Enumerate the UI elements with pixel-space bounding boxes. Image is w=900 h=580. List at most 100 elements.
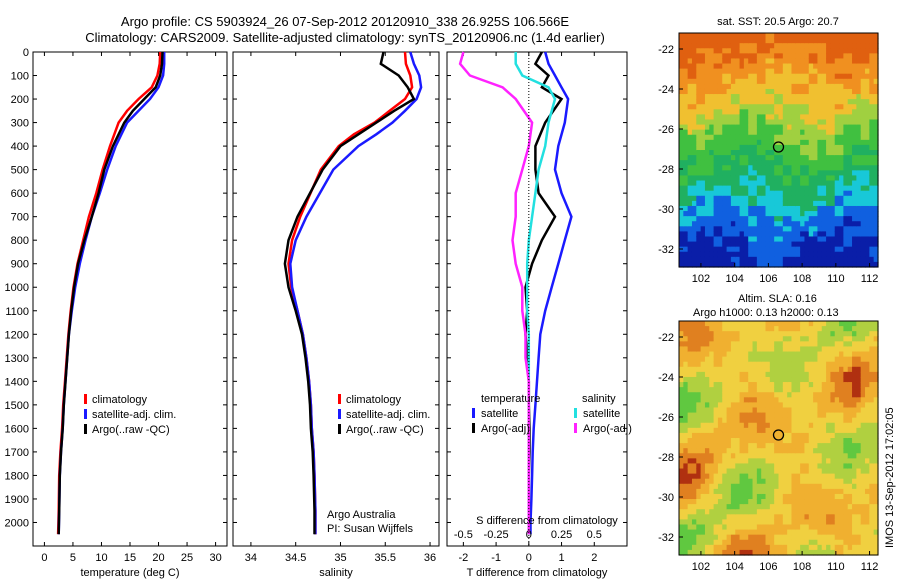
map-cell — [821, 205, 827, 212]
map-cell — [817, 514, 823, 520]
map-cell — [821, 346, 827, 353]
map-cell — [843, 68, 849, 75]
map-y-tick-label: -32 — [658, 244, 674, 256]
map-cell — [795, 321, 801, 327]
map-cell — [704, 351, 710, 358]
map-cell — [739, 211, 745, 217]
map-cell — [787, 488, 793, 495]
map-cell — [821, 412, 827, 419]
map-cell — [739, 387, 745, 393]
map-cell — [839, 422, 844, 429]
map-cell — [782, 529, 788, 536]
map-cell — [843, 155, 849, 161]
map-cell — [683, 509, 689, 515]
map-cell — [752, 519, 758, 526]
map-cell — [722, 331, 728, 337]
map-cell — [834, 33, 840, 39]
map-cell — [739, 321, 745, 327]
map-cell — [860, 519, 866, 526]
y-tick-label: 800 — [11, 235, 29, 247]
map-cell — [717, 387, 723, 393]
map-cell — [860, 231, 866, 238]
map-cell — [817, 231, 823, 238]
map-cell — [826, 160, 832, 166]
map-cell — [726, 483, 732, 490]
map-cell — [804, 483, 810, 490]
map-cell — [860, 534, 866, 541]
map-cell — [787, 493, 793, 500]
map-cell — [787, 412, 793, 419]
map-cell — [700, 165, 706, 171]
map-cell — [782, 256, 788, 263]
map-cell — [873, 432, 879, 439]
map-cell — [821, 73, 827, 80]
map-cell — [782, 499, 788, 505]
map-cell — [782, 134, 788, 141]
map-cell — [821, 83, 827, 90]
map-cell — [852, 48, 857, 54]
map-cell — [683, 155, 689, 161]
map-cell — [722, 407, 728, 414]
map-cell — [774, 488, 780, 495]
map-cell — [817, 488, 823, 495]
map-cell — [856, 356, 862, 363]
map-cell — [717, 94, 723, 100]
map-cell — [765, 351, 771, 358]
map-cell — [743, 351, 749, 358]
map-cell — [730, 534, 736, 541]
map-cell — [691, 361, 697, 368]
map-cell — [730, 514, 736, 520]
map-cell — [834, 407, 840, 414]
map-cell — [830, 211, 836, 217]
map-cell — [717, 78, 723, 85]
map-cell — [769, 458, 775, 465]
map-cell — [782, 231, 788, 238]
map-cell — [761, 514, 767, 520]
map-cell — [787, 241, 793, 248]
map-cell — [808, 341, 814, 348]
map-cell — [873, 387, 879, 393]
map-cell — [679, 443, 684, 449]
map-cell — [865, 190, 870, 197]
map-cell — [804, 58, 810, 65]
map-cell — [756, 534, 762, 541]
map-cell — [839, 256, 844, 263]
map-cell — [830, 144, 836, 151]
map-cell — [787, 185, 793, 192]
map-cell — [722, 326, 728, 332]
map-cell — [683, 139, 689, 146]
map-cell — [726, 351, 732, 358]
map-cell — [696, 509, 702, 515]
map-cell — [834, 549, 840, 556]
map-cell — [865, 261, 870, 268]
map-cell — [687, 129, 693, 136]
map-cell — [860, 387, 866, 393]
map-cell — [834, 205, 840, 212]
map-cell — [679, 63, 684, 70]
map-cell — [778, 195, 784, 202]
map-cell — [778, 397, 784, 403]
map-cell — [735, 185, 741, 192]
map-cell — [735, 165, 741, 171]
map-cell — [687, 73, 693, 80]
map-cell — [739, 448, 745, 454]
map-cell — [726, 124, 732, 131]
map-cell — [722, 524, 728, 531]
map-cell — [739, 216, 745, 222]
map-cell — [852, 387, 857, 393]
map-cell — [787, 226, 793, 232]
map-cell — [834, 99, 840, 105]
map-cell — [852, 412, 857, 419]
map-cell — [704, 422, 710, 429]
map-cell — [865, 382, 870, 388]
map-cell — [778, 78, 784, 85]
map-cell — [735, 256, 741, 263]
map-cell — [748, 346, 754, 353]
map-cell — [761, 422, 767, 429]
map-cell — [691, 493, 697, 500]
map-cell — [700, 382, 706, 388]
map-cell — [869, 473, 875, 480]
map-cell — [683, 458, 689, 465]
map-cell — [726, 256, 732, 263]
map-cell — [782, 402, 788, 409]
